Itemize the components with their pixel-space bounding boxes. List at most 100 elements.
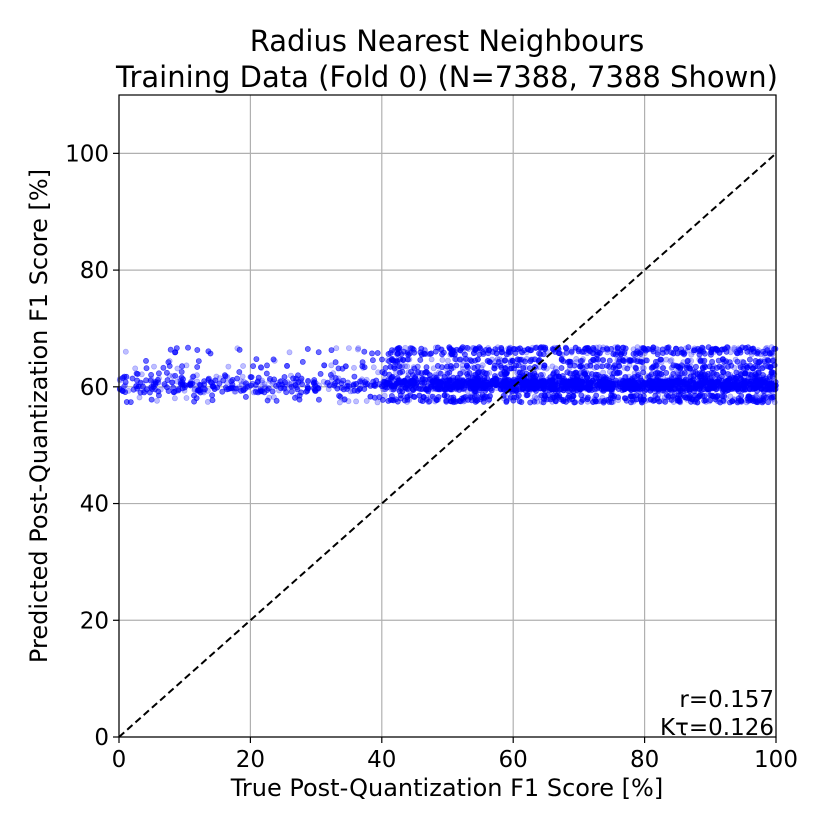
scatter-point [634, 386, 641, 392]
scatter-point [259, 379, 265, 386]
scatter-point [441, 386, 448, 393]
scatter-point [634, 356, 640, 363]
scatter-point [596, 344, 603, 351]
scatter-point [623, 356, 629, 362]
scatter-point [541, 379, 548, 386]
scatter-point [444, 357, 451, 364]
scatter-point [722, 394, 729, 401]
scatter-point [632, 382, 638, 389]
scatter-point [454, 375, 461, 382]
scatter-point [620, 385, 627, 392]
scatter-point [246, 384, 252, 390]
scatter-point [710, 363, 717, 369]
scatter-point [287, 372, 294, 379]
scatter-point [305, 378, 311, 385]
scatter-point [288, 380, 294, 387]
scatter-point [507, 345, 514, 352]
scatter-point [663, 377, 669, 384]
scatter-point [703, 385, 710, 392]
scatter-point [432, 378, 439, 384]
scatter-point [713, 376, 719, 383]
scatter-point [636, 382, 643, 389]
scatter-point [419, 385, 425, 392]
scatter-point [634, 369, 641, 376]
scatter-point [599, 356, 606, 363]
scatter-point [613, 384, 619, 391]
scatter-point [627, 385, 633, 392]
scatter-point [363, 398, 370, 404]
scatter-point [584, 398, 591, 405]
scatter-point [703, 398, 709, 405]
scatter-point [311, 379, 318, 386]
scatter-point [644, 381, 651, 388]
scatter-point [505, 345, 512, 352]
scatter-point [391, 386, 398, 392]
scatter-point [238, 378, 244, 385]
scatter-point [587, 363, 594, 370]
scatter-point [572, 371, 579, 378]
scatter-point [238, 381, 245, 388]
scatter-point [316, 382, 322, 389]
scatter-point [694, 345, 701, 352]
scatter-point [663, 356, 670, 363]
scatter-point [762, 388, 768, 395]
scatter-point [478, 382, 485, 388]
scatter-point [638, 355, 645, 362]
scatter-point [391, 380, 398, 387]
scatter-point [750, 394, 756, 401]
scatter-point [767, 375, 774, 382]
scatter-point [501, 381, 508, 388]
scatter-point [413, 371, 420, 377]
scatter-point [660, 378, 667, 385]
scatter-point [745, 380, 752, 387]
scatter-point [432, 373, 439, 380]
scatter-point [758, 395, 765, 401]
scatter-point [601, 384, 608, 391]
scatter-point [344, 379, 351, 386]
scatter-point [519, 386, 526, 393]
scatter-point [467, 375, 474, 382]
scatter-point [605, 381, 611, 388]
scatter-point [583, 345, 589, 352]
scatter-point [706, 379, 712, 386]
scatter-point [449, 350, 456, 357]
scatter-point [460, 357, 467, 364]
scatter-point [670, 378, 677, 385]
scatter-point [739, 358, 746, 365]
scatter-point [612, 344, 618, 351]
scatter-point [486, 379, 493, 386]
scatter-point [487, 382, 494, 389]
scatter-point [429, 386, 436, 392]
scatter-point [393, 378, 400, 384]
scatter-point [434, 378, 441, 385]
scatter-point [461, 386, 468, 393]
scatter-point [605, 381, 611, 388]
scatter-point [441, 383, 448, 390]
scatter-point [699, 344, 706, 351]
scatter-point [428, 383, 435, 390]
scatter-point [254, 378, 261, 385]
scatter-point [742, 382, 749, 388]
scatter-point [447, 351, 454, 358]
scatter-point [224, 379, 230, 386]
scatter-point [727, 382, 733, 388]
scatter-point [353, 398, 359, 405]
scatter-point [286, 381, 293, 388]
scatter-point [755, 350, 762, 357]
scatter-point [621, 348, 628, 355]
scatter-point [680, 379, 687, 386]
scatter-point [520, 357, 526, 363]
scatter-point [630, 398, 637, 405]
scatter-point [630, 346, 637, 353]
scatter-point [713, 374, 720, 381]
scatter-point [639, 383, 645, 389]
scatter-point [460, 398, 467, 405]
scatter-point [612, 380, 618, 387]
scatter-point [727, 385, 733, 391]
scatter-point [687, 393, 694, 400]
scatter-point [604, 349, 611, 356]
scatter-point [709, 346, 715, 353]
scatter-point [591, 376, 597, 383]
scatter-point [684, 347, 691, 354]
scatter-point [427, 378, 433, 385]
